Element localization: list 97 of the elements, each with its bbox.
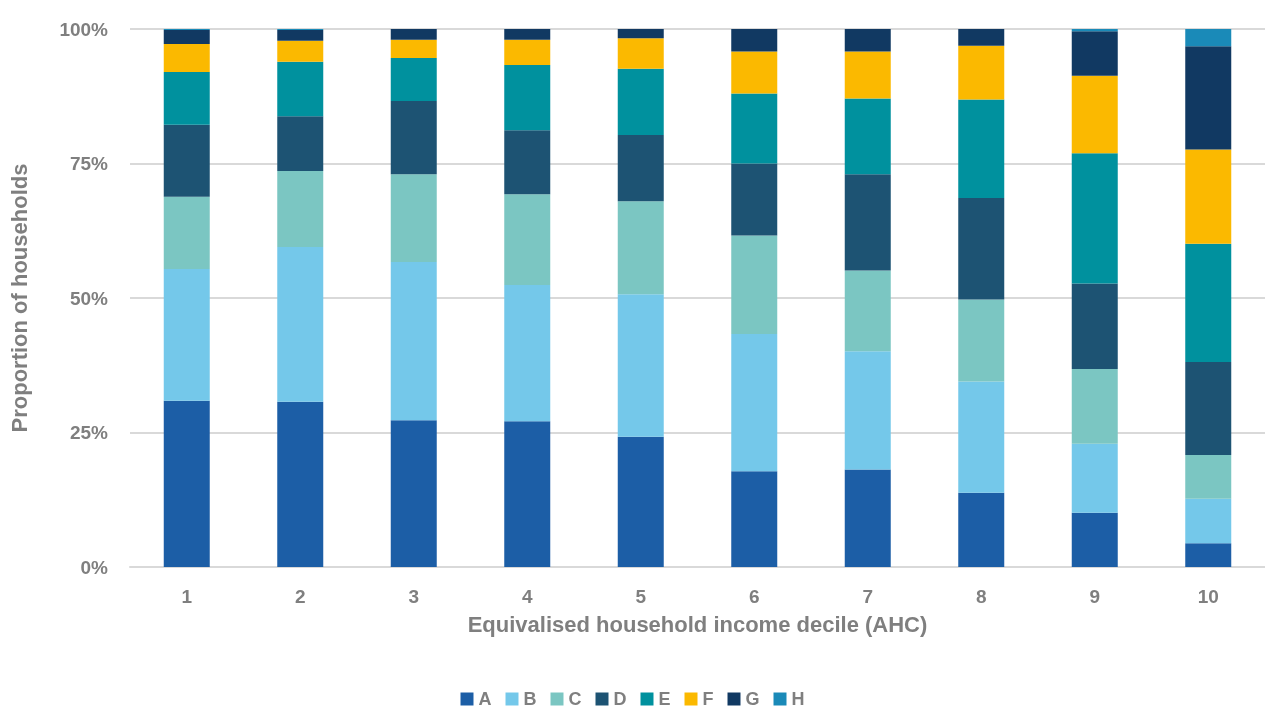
bar [731,163,778,236]
legend-label: F [702,689,714,709]
bar [617,68,664,135]
bar [1185,455,1232,499]
bar [958,197,1005,300]
legend-label: H [791,689,805,709]
bar [958,381,1005,493]
bar [277,401,324,567]
bar [277,116,324,172]
bar [277,61,324,117]
x-tick-label: 10 [1197,586,1219,607]
bar [1071,283,1118,370]
bar [390,261,437,421]
legend-label: E [658,689,671,709]
bar [1071,75,1118,154]
bar [1185,543,1232,567]
y-axis-title: Proportion of households [6,163,32,433]
bar [277,40,324,62]
y-tick-label: 50% [69,287,109,309]
bar [390,39,437,59]
bar [844,98,891,175]
bar [504,29,551,40]
x-axis-title: Equivalised household income decile (AHC) [467,611,928,637]
bar [1185,498,1232,544]
bar [958,45,1005,100]
bar [163,30,210,45]
x-tick-label: 8 [975,586,987,607]
bar [1185,243,1232,363]
bar [504,65,551,131]
bar [844,351,891,470]
bar [390,101,437,175]
x-tick-label: 6 [748,586,760,607]
bar [390,420,437,567]
bar [504,130,551,195]
legend-label: C [568,689,582,709]
x-tick-label: 9 [1089,586,1101,607]
bar [390,58,437,102]
bar [163,400,210,567]
y-tick-label: 100% [59,18,109,40]
x-tick-label: 4 [521,586,533,607]
bar [163,44,210,73]
bar [844,29,891,52]
bar [1071,31,1118,76]
legend-label: D [613,689,627,709]
bar [163,196,210,269]
bar [390,174,437,262]
bar [958,299,1005,382]
bar [504,194,551,286]
x-tick-label: 3 [408,586,420,607]
x-tick-label: 7 [862,586,874,607]
bar [1185,149,1232,244]
y-tick-label: 25% [69,422,109,443]
bar [277,246,324,402]
legend-label: G [745,689,760,709]
bar [844,469,891,567]
bar [1071,153,1118,284]
bar [504,285,551,422]
bar [958,99,1005,198]
bar [844,270,891,352]
bar [844,174,891,271]
bar [731,235,778,335]
bar [1185,362,1232,456]
bar [163,72,210,125]
bar [504,421,551,567]
bar [1071,369,1118,444]
bar [277,171,324,247]
x-tick-label: 2 [294,586,306,607]
bar [958,29,1005,46]
bar [617,134,664,202]
bar [731,51,778,94]
bar [617,436,664,567]
bar [844,51,891,99]
bar [1071,443,1118,513]
bar [1071,29,1118,32]
bar [617,294,664,437]
y-tick-label: 75% [69,153,109,174]
bar [163,124,210,197]
y-tick-label: 0% [80,556,109,578]
bar [731,334,778,472]
bar [731,29,778,52]
bar [504,39,551,66]
bar [617,201,664,295]
legend-label: A [478,689,492,709]
bar [617,29,664,39]
bar [731,93,778,164]
bar [163,268,210,401]
bar [1071,512,1118,567]
x-tick-label: 1 [181,586,193,607]
bar [1185,29,1232,47]
bar [617,38,664,69]
legend-label: B [523,689,537,709]
bar [277,30,324,41]
bar [390,29,437,40]
x-tick-label: 5 [635,586,647,607]
bar [958,492,1005,567]
bar [731,471,778,567]
bar [1185,46,1232,150]
